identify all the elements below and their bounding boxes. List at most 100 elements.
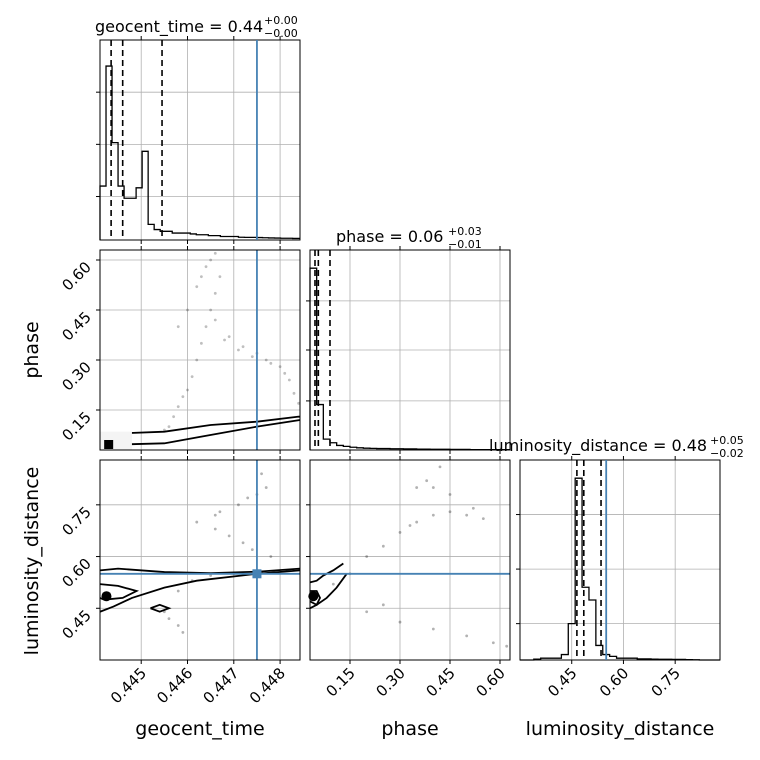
title-geocent-time-sub: −0.00 [264,27,298,40]
sample-point [186,308,189,312]
xlabel-geocent-time: geocent_time [135,718,264,740]
sample-point [365,555,369,558]
sample-point [491,641,495,645]
sample-point [181,395,185,399]
sample-point [408,524,412,527]
title-geocent-time-sup: +0.00 [264,14,298,27]
sample-point [241,345,245,349]
sample-point [505,644,509,648]
sample-point [227,335,231,339]
sample-point [398,531,402,534]
sample-point [250,355,254,359]
sample-point [199,341,203,345]
scatter-dl-geocent-frame [99,459,301,661]
contour-line [99,567,301,575]
sample-point [209,574,213,577]
density-peak [101,591,112,602]
sample-point [167,425,171,429]
sample-point [448,493,452,496]
sample-point [269,555,273,558]
sample-point [471,506,475,510]
title-phase: phase = 0.06 [336,227,443,246]
sample-point [176,405,180,409]
sample-point [176,624,180,627]
sample-point [213,527,217,531]
sample-point [269,361,273,365]
sample-point [209,308,213,312]
sample-point [195,285,199,289]
sample-point [331,582,335,586]
sample-point [167,617,171,621]
sample-point [227,534,231,538]
hist-luminosity-distance-frame [519,459,721,661]
density-peak [104,440,114,449]
sample-point [365,610,369,614]
sample-point [204,325,208,329]
truth-marker [252,569,262,579]
sample-point [195,520,199,524]
sample-point [204,265,208,269]
hist-geocent-time-frame [99,39,301,241]
sample-point [465,513,469,517]
scatter-phase-geocent-frame [99,249,301,451]
contour-line [309,590,321,607]
sample-point [218,510,222,514]
sample-point [209,258,213,262]
sample-point [218,275,222,279]
scatter-dl-phase-frame [309,459,511,661]
sample-point [237,348,240,352]
sample-point [172,415,176,419]
sample-point [481,517,485,521]
sample-point [278,365,282,369]
hist-phase-frame [309,249,511,451]
sample-point [292,391,296,395]
contour-line [309,562,344,584]
sample-point [176,325,180,329]
sample-point [287,378,291,382]
sample-point [213,291,217,295]
density-peak [308,591,319,602]
sample-point [398,620,402,624]
xlabel-phase: phase [381,718,438,740]
sample-point [213,318,217,322]
ylabel-phase: phase [21,321,43,378]
sample-point [237,503,240,507]
title-luminosity-distance: luminosity_distance = 0.48 [489,436,707,456]
sample-point [186,388,189,392]
sample-point [438,465,442,469]
sample-point [246,496,250,500]
sample-point [190,375,194,379]
sample-point [241,541,245,545]
sample-point [264,358,268,362]
sample-point [297,401,301,405]
title-phase-sup: +0.03 [448,225,482,238]
sample-point [195,358,199,362]
sample-point [465,634,469,638]
title-geocent-time: geocent_time = 0.44 [95,17,263,37]
sample-point [431,513,435,517]
sample-point [283,371,287,375]
contour-line [309,573,348,610]
sample-point [199,275,203,279]
sample-point [264,486,268,489]
sample-point [448,510,452,514]
sample-point [381,603,385,607]
sample-point [381,544,385,548]
sample-point [415,486,419,489]
title-luminosity-distance-sub: −0.02 [710,447,744,460]
hist-luminosity-distance-steps [520,477,720,661]
sample-point [425,479,429,483]
title-phase-sub: −0.01 [448,238,482,251]
sample-point [250,548,254,552]
sample-point [260,472,263,476]
sample-point [213,251,217,255]
ylabel-luminosity-distance: luminosity_distance [21,467,43,656]
sample-point [181,631,185,634]
sample-point [431,627,435,631]
contour-line [99,419,301,446]
sample-point [223,338,226,342]
hist-geocent-time-steps [99,65,300,240]
hist-phase-steps [309,267,510,451]
